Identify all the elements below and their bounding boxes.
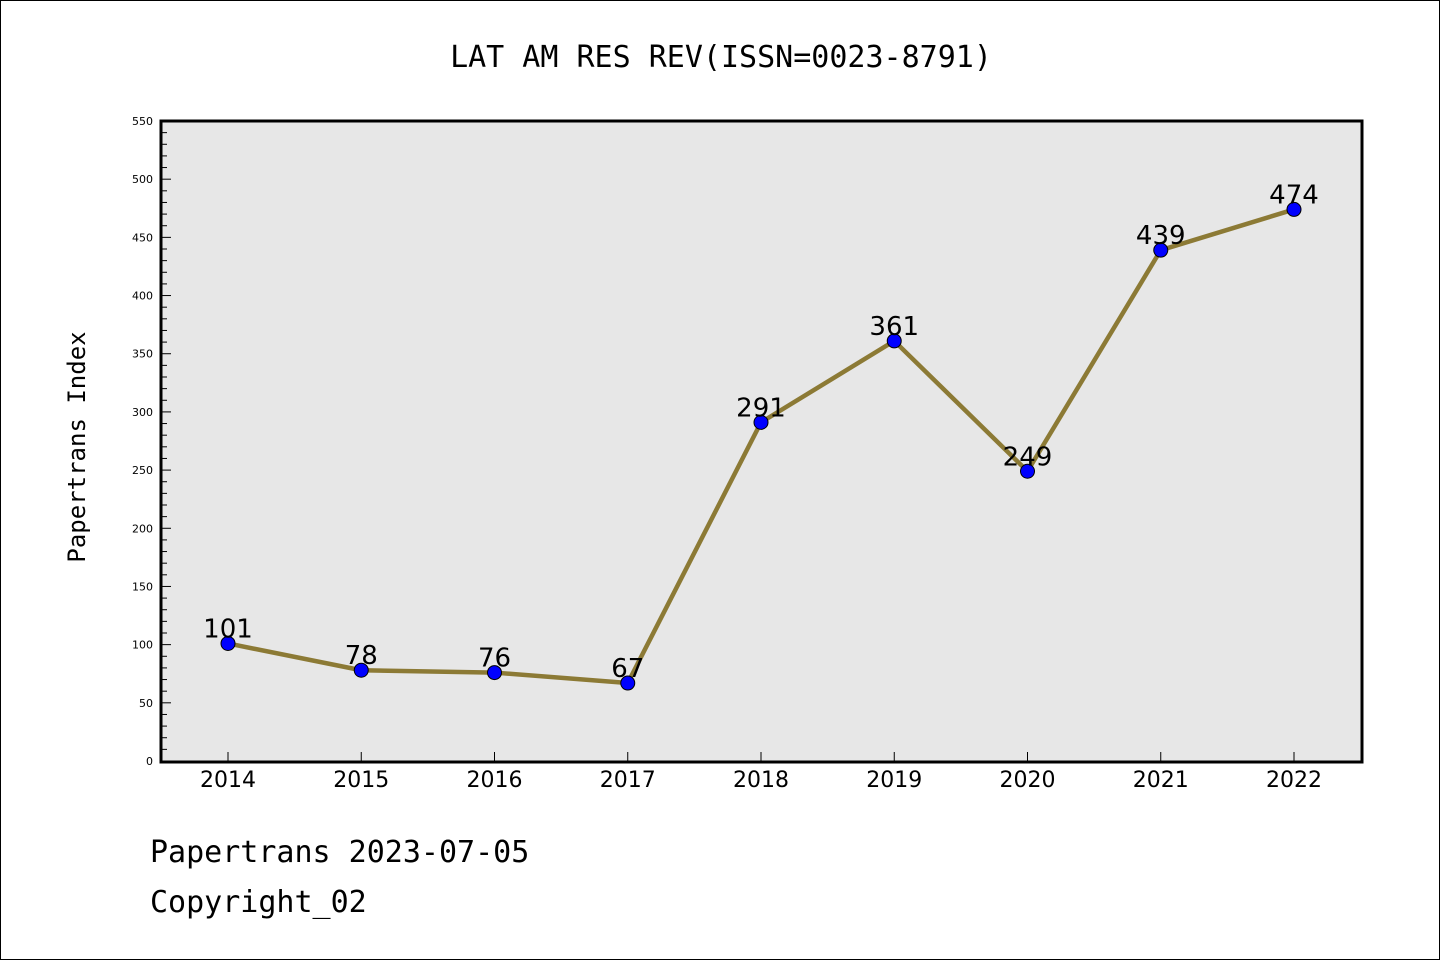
x-tick-label: 2018 bbox=[733, 768, 789, 793]
y-tick-label: 350 bbox=[132, 348, 153, 361]
y-tick-label: 50 bbox=[139, 697, 153, 710]
data-label: 361 bbox=[869, 312, 919, 342]
plot-area bbox=[159, 119, 1364, 764]
data-point bbox=[1286, 201, 1302, 217]
data-label: 474 bbox=[1269, 180, 1319, 210]
x-tick-label: 2017 bbox=[600, 768, 656, 793]
y-tick-label: 100 bbox=[132, 639, 153, 652]
y-tick-label: 550 bbox=[132, 115, 153, 128]
x-tick-label: 2016 bbox=[467, 768, 523, 793]
y-axis-ticks: 0 50 100 150 200 250 300 350 400 450 500 550 bbox=[132, 115, 171, 768]
x-tick-label: 2015 bbox=[333, 768, 389, 793]
footer-date: Papertrans 2023-07-05 bbox=[150, 835, 530, 870]
y-axis-label: Papertrans Index bbox=[63, 331, 91, 562]
data-label: 439 bbox=[1136, 221, 1186, 251]
data-label: 76 bbox=[478, 644, 511, 674]
data-point bbox=[753, 414, 769, 430]
data-point bbox=[886, 333, 902, 349]
x-tick-label: 2019 bbox=[866, 768, 922, 793]
x-axis-ticks: 2014 2015 2016 2017 2018 2019 2020 2021 2022 bbox=[200, 752, 1322, 793]
y-tick-label: 0 bbox=[146, 755, 153, 768]
y-tick-label: 450 bbox=[132, 231, 153, 244]
y-tick-label: 150 bbox=[132, 580, 153, 593]
data-label: 249 bbox=[1003, 442, 1053, 472]
data-label: 101 bbox=[203, 614, 253, 644]
chart-title: LAT AM RES REV(ISSN=0023-8791) bbox=[450, 40, 992, 75]
data-label: 67 bbox=[611, 654, 644, 684]
data-point bbox=[620, 675, 636, 691]
footer-copyright: Copyright_02 bbox=[150, 885, 367, 920]
x-tick-label: 2021 bbox=[1133, 768, 1189, 793]
y-tick-label: 400 bbox=[132, 290, 153, 303]
x-tick-label: 2014 bbox=[200, 768, 256, 793]
x-tick-label: 2022 bbox=[1266, 768, 1322, 793]
data-labels: 101 78 76 67 291 361 249 439 474 bbox=[203, 180, 1319, 684]
data-label: 78 bbox=[345, 641, 378, 671]
y-tick-label: 250 bbox=[132, 464, 153, 477]
y-tick-label: 300 bbox=[132, 406, 153, 419]
data-point bbox=[1020, 463, 1035, 479]
data-label: 291 bbox=[736, 393, 786, 423]
data-point bbox=[353, 662, 369, 678]
y-tick-label: 200 bbox=[132, 522, 153, 535]
data-point bbox=[1153, 242, 1169, 258]
x-tick-label: 2020 bbox=[1000, 768, 1056, 793]
data-point bbox=[487, 665, 502, 681]
data-point bbox=[220, 635, 236, 651]
y-tick-label: 500 bbox=[132, 173, 153, 186]
data-points bbox=[220, 201, 1302, 691]
